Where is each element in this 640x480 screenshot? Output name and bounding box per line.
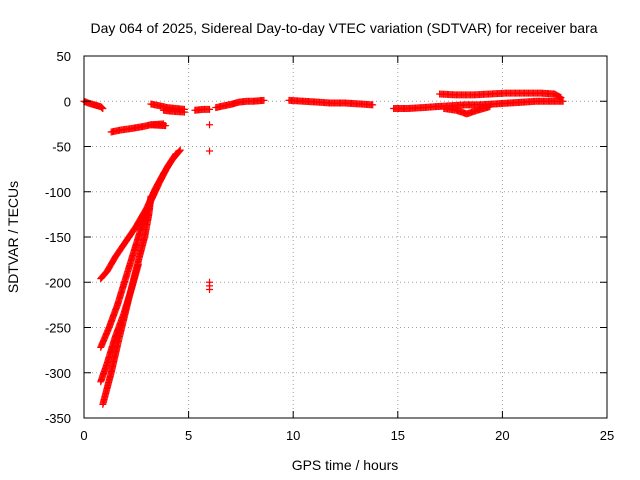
data-point bbox=[260, 96, 268, 104]
y-tick-label: 0 bbox=[64, 94, 71, 109]
y-tick-label: -100 bbox=[45, 185, 71, 200]
y-tick-label: -200 bbox=[45, 275, 71, 290]
y-tick-labels: -350 -300 -250 -200 -150 -100 -50 0 50 bbox=[45, 49, 71, 426]
data-point bbox=[206, 121, 214, 129]
data-point bbox=[556, 93, 564, 101]
data-point bbox=[369, 101, 377, 109]
x-tick-label: 15 bbox=[391, 428, 405, 443]
y-axis-label: SDTVAR / TECUs bbox=[5, 181, 21, 293]
y-tick-label: -350 bbox=[45, 411, 71, 426]
data-point bbox=[134, 260, 142, 268]
data-point bbox=[206, 285, 214, 293]
axis-ticks bbox=[83, 55, 608, 419]
x-axis-label: GPS time / hours bbox=[292, 457, 399, 473]
data-point bbox=[147, 192, 155, 200]
y-tick-label: -250 bbox=[45, 321, 71, 336]
data-point bbox=[172, 150, 180, 158]
data-point bbox=[162, 122, 170, 130]
data-point bbox=[206, 105, 214, 113]
y-tick-label: -300 bbox=[45, 366, 71, 381]
x-tick-label: 0 bbox=[80, 428, 87, 443]
data-point bbox=[180, 108, 188, 116]
chart-title: Day 064 of 2025, Sidereal Day-to-day VTE… bbox=[90, 20, 597, 36]
data-point bbox=[559, 97, 567, 105]
data-point bbox=[176, 146, 184, 154]
x-tick-labels: 0 5 10 15 20 25 bbox=[80, 428, 614, 443]
y-tick-label: 50 bbox=[57, 49, 71, 64]
data-point bbox=[99, 104, 107, 112]
x-tick-label: 10 bbox=[286, 428, 300, 443]
data-point bbox=[486, 103, 494, 111]
x-tick-label: 20 bbox=[495, 428, 509, 443]
grid-lines bbox=[84, 56, 607, 418]
data-point bbox=[557, 94, 565, 102]
data-point bbox=[206, 147, 214, 155]
data-point bbox=[97, 103, 105, 111]
x-tick-label: 5 bbox=[185, 428, 192, 443]
y-tick-label: -150 bbox=[45, 230, 71, 245]
data-points bbox=[80, 89, 567, 408]
y-tick-label: -50 bbox=[52, 140, 71, 155]
x-tick-label: 25 bbox=[600, 428, 614, 443]
data-point bbox=[171, 151, 179, 159]
data-point bbox=[98, 104, 106, 112]
